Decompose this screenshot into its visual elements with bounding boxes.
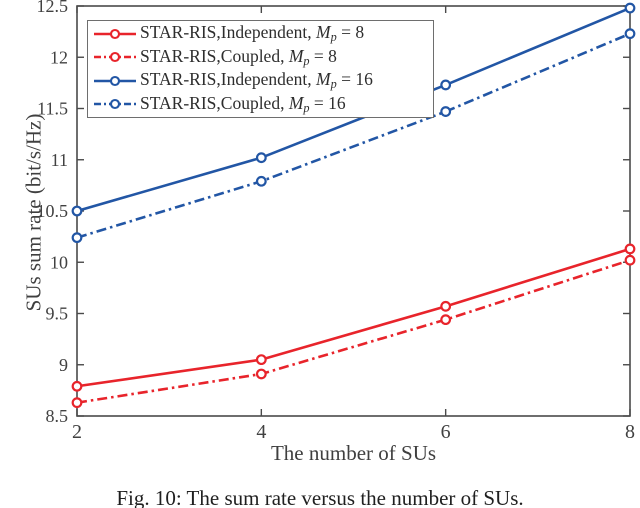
y-tick-label: 8.5 xyxy=(46,406,69,426)
legend-label-part: p xyxy=(303,100,310,115)
y-axis-label: SUs sum rate (bit/s/Hz) xyxy=(21,113,46,312)
series-marker-0 xyxy=(255,354,267,366)
legend-label-part: = 8 xyxy=(309,45,337,66)
figure-caption: Fig. 10: The sum rate versus the number … xyxy=(116,486,524,508)
legend-label-part: = 16 xyxy=(336,69,373,90)
legend-item-1: STAR-RIS,Coupled, Mp = 8 xyxy=(92,46,433,69)
y-tick-label: 11 xyxy=(51,150,68,170)
series-marker-1 xyxy=(440,314,452,326)
legend-marker xyxy=(109,75,121,86)
x-axis-label: The number of SUs xyxy=(270,441,437,465)
y-tick-label: 9.5 xyxy=(46,304,69,324)
series-marker-0 xyxy=(71,380,83,392)
legend-label-part: = 8 xyxy=(336,22,365,43)
series-marker-1 xyxy=(255,368,267,380)
series-marker-1 xyxy=(624,254,636,266)
legend-item-3: STAR-RIS,Coupled, Mp = 16 xyxy=(92,93,433,116)
y-tick-label: 12.5 xyxy=(37,0,69,16)
legend-label-part: p xyxy=(330,77,337,92)
series-marker-3 xyxy=(71,232,83,244)
legend-line-sample xyxy=(94,28,136,39)
series-marker-3 xyxy=(624,28,636,40)
legend-item-2: STAR-RIS,Independent, Mp = 16 xyxy=(92,69,433,92)
legend-label-part: M xyxy=(316,22,331,43)
series-marker-0 xyxy=(624,243,636,255)
legend-label-part: M xyxy=(288,92,304,113)
series-marker-2 xyxy=(255,152,267,164)
series-line-2 xyxy=(76,6,631,213)
legend-line-sample xyxy=(94,75,136,86)
legend-label: STAR-RIS,Independent, Mp = 8 xyxy=(140,22,365,45)
y-tick-label: 12 xyxy=(50,47,68,67)
legend-label: STAR-RIS,Coupled, Mp = 8 xyxy=(140,45,337,68)
legend-label-part: M xyxy=(288,45,304,66)
legend-label-part: STAR-RIS,Independent, xyxy=(140,22,317,43)
series-line-0 xyxy=(76,247,631,388)
x-tick-label: 8 xyxy=(625,421,635,443)
legend-line-sample xyxy=(94,52,136,63)
legend-line-sample xyxy=(94,99,136,110)
legend-marker xyxy=(109,52,121,63)
legend-label: STAR-RIS,Coupled, Mp = 16 xyxy=(140,92,346,115)
x-tick-label: 6 xyxy=(441,421,451,443)
series-marker-1 xyxy=(71,397,83,409)
y-tick-label: 9 xyxy=(59,355,68,375)
legend: STAR-RIS,Independent, Mp = 8 STAR-RIS,Cou… xyxy=(87,20,434,118)
legend-label: STAR-RIS,Independent, Mp = 16 xyxy=(140,69,373,92)
series-marker-3 xyxy=(255,175,267,187)
legend-label-part: p xyxy=(330,30,337,45)
y-tick-label: 10 xyxy=(50,252,68,272)
series-line-3 xyxy=(76,32,631,239)
legend-label-part: STAR-RIS,Coupled, xyxy=(140,92,289,113)
y-tick-label: 10.5 xyxy=(37,201,69,221)
legend-label-part: STAR-RIS,Coupled, xyxy=(140,45,289,66)
series-marker-2 xyxy=(624,2,636,14)
series-marker-3 xyxy=(440,106,452,117)
x-tick-label: 4 xyxy=(256,421,266,443)
series-marker-2 xyxy=(440,79,452,91)
series-line-1 xyxy=(76,258,631,404)
x-tick-label: 2 xyxy=(72,421,82,443)
legend-marker xyxy=(109,99,121,110)
legend-label-part: p xyxy=(303,53,310,68)
legend-item-0: STAR-RIS,Independent, Mp = 8 xyxy=(92,22,433,45)
series-marker-0 xyxy=(440,300,452,312)
series-marker-2 xyxy=(71,205,83,217)
legend-label-part: = 16 xyxy=(309,92,346,113)
legend-marker xyxy=(109,28,121,39)
legend-label-part: STAR-RIS,Independent, xyxy=(140,69,317,90)
legend-label-part: M xyxy=(316,69,331,90)
y-tick-label: 11.5 xyxy=(37,99,68,119)
